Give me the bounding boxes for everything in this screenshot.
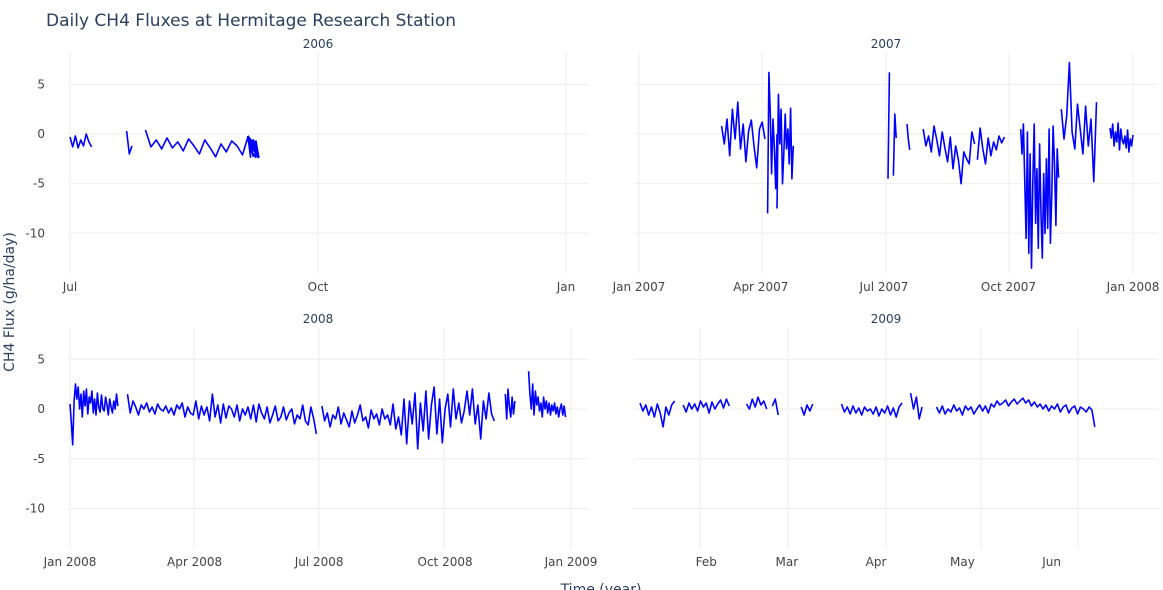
series-line (906, 124, 911, 151)
series-line (776, 93, 795, 209)
subplot-title: 2006 (303, 37, 334, 51)
series-line (1060, 61, 1098, 183)
y-tick-label: 0 (37, 402, 45, 416)
y-tick-label: -10 (25, 226, 45, 240)
y-axis-label: CH4 Flux (g/ha/day) (2, 232, 18, 372)
x-tick-label: Jul 2007 (859, 280, 909, 294)
x-tick-label: Apr 2008 (167, 555, 222, 569)
x-tick-label: Oct 2007 (981, 280, 1036, 294)
subplot-title: 2008 (303, 312, 334, 326)
y-tick-label: 0 (37, 127, 45, 141)
series-line (321, 386, 496, 450)
series-line (1019, 123, 1060, 269)
y-tick-label: 5 (37, 352, 45, 366)
chart-title: Daily CH4 Fluxes at Hermitage Research S… (46, 11, 456, 31)
series-line (69, 133, 93, 149)
series-line (504, 388, 516, 420)
x-tick-label: Oct (308, 280, 329, 294)
y-tick-label: 5 (37, 77, 45, 91)
x-tick-label: Apr 2007 (733, 280, 788, 294)
series-line (771, 398, 779, 416)
series-line (144, 129, 255, 158)
x-tick-label: Jan 2007 (612, 280, 666, 294)
x-tick-label: Apr (866, 555, 887, 569)
series-layer (69, 61, 1134, 450)
x-tick-label: Oct 2008 (418, 555, 473, 569)
series-line (247, 137, 260, 159)
series-line (887, 72, 891, 179)
series-line (682, 398, 731, 414)
x-tick-label: Mar (776, 555, 799, 569)
x-tick-label: Jan 2008 (43, 555, 97, 569)
series-line (935, 397, 1096, 428)
x-axis-label: Time (year) (560, 582, 642, 590)
series-line (126, 393, 318, 435)
x-tick-label: Jan 2009 (544, 555, 598, 569)
x-tick-label: Jan (556, 280, 576, 294)
series-line (527, 371, 567, 418)
series-line (125, 130, 133, 155)
series-line (922, 125, 976, 185)
x-tick-label: Jan 2008 (1106, 280, 1160, 294)
grid-layer (68, 52, 1158, 549)
series-line (840, 402, 903, 418)
series-line (1109, 122, 1134, 153)
series-line (639, 400, 676, 428)
subplot-title: 2007 (871, 37, 902, 51)
x-tick-label: Feb (696, 555, 717, 569)
x-tick-label: Jul 2008 (294, 555, 344, 569)
series-line (976, 127, 1006, 165)
series-line (909, 392, 923, 420)
y-tick-label: -5 (33, 452, 45, 466)
x-tick-label: May (950, 555, 975, 569)
series-line (69, 383, 119, 446)
y-tick-label: -5 (33, 177, 45, 191)
series-line (800, 403, 814, 416)
x-tick-label: Jun (1041, 555, 1061, 569)
x-tick-label: Jul (62, 280, 77, 294)
series-line (766, 71, 778, 214)
series-line (745, 396, 768, 410)
y-tick-label: -10 (25, 502, 45, 516)
series-line (892, 113, 897, 176)
tick-layer: 2006 5 0 -5 -10 Jul Oct Jan 2007 Jan 2007 Apr 2007… (25, 37, 1159, 569)
subplot-title: 2009 (871, 312, 902, 326)
series-line (720, 101, 766, 169)
